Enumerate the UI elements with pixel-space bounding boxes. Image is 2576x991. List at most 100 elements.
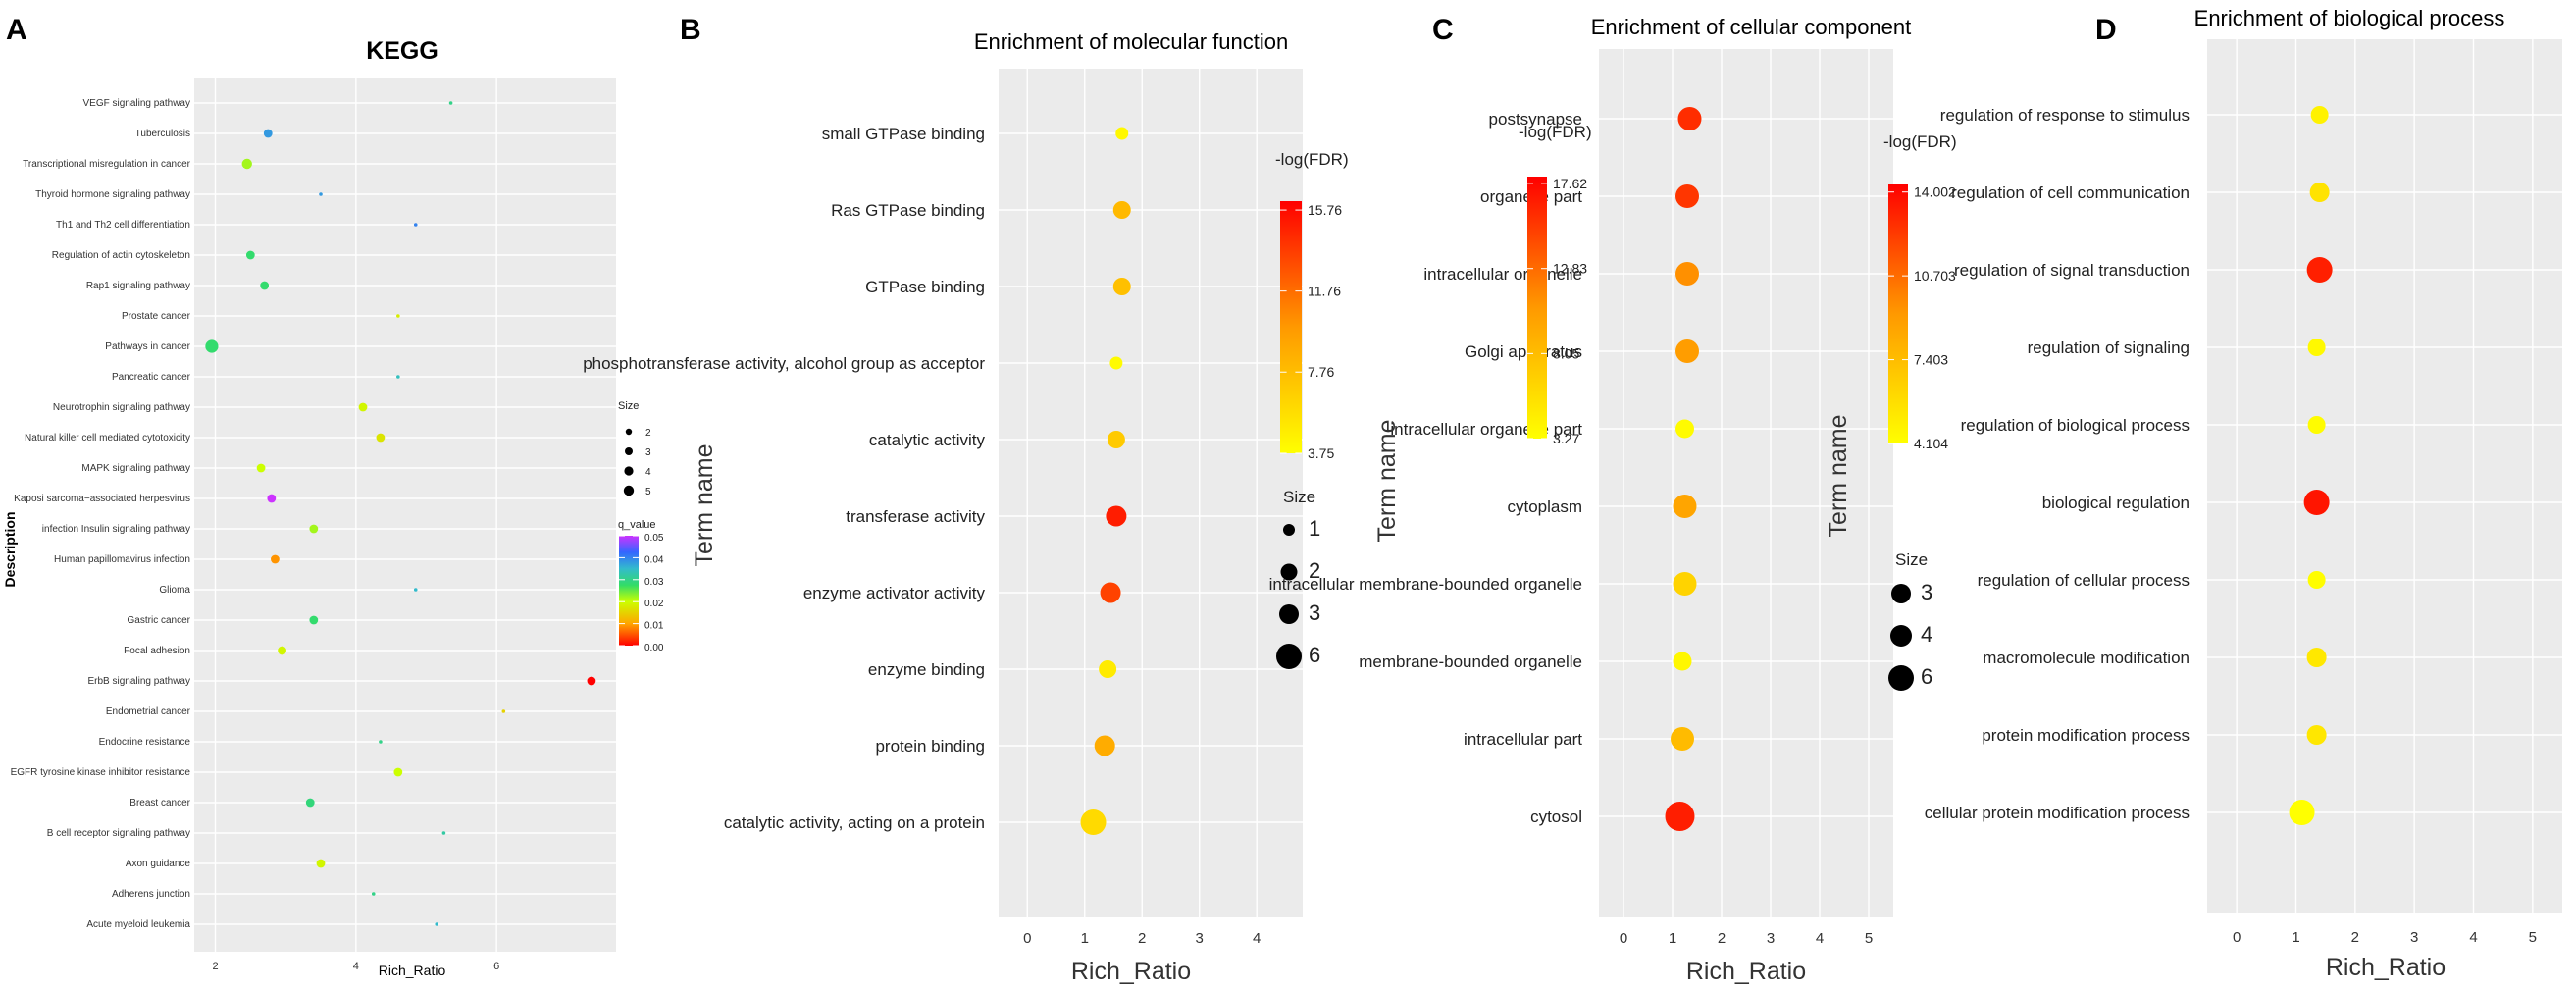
- category-label: GTPase binding: [865, 278, 985, 296]
- legend-size-dot: [1888, 665, 1914, 691]
- data-point: [1677, 107, 1702, 130]
- category-label: Regulation of actin cytoskeleton: [52, 250, 190, 261]
- x-tick-label: 2: [212, 961, 218, 972]
- data-point: [2289, 800, 2315, 825]
- x-tick-label: 4: [353, 961, 359, 972]
- category-label: macromolecule modification: [1983, 649, 2190, 667]
- data-point: [263, 129, 273, 138]
- panel-a: A KEGG VEGF signaling pathway Tuberculosi…: [0, 0, 677, 991]
- category-label: Kaposi sarcoma−associated herpesvirus: [14, 494, 190, 504]
- x-tick-labels: 0 1 2 3 4 5: [1620, 930, 1873, 947]
- legend-size-label: 3: [1309, 600, 1320, 625]
- data-point: [309, 615, 319, 625]
- category-label: catalytic activity: [869, 431, 986, 449]
- x-tick-label: 2: [1138, 930, 1146, 947]
- panel-d: D Enrichment of biological process regul…: [1519, 0, 2576, 991]
- legend: -log(FDR) 14.002 10.703 7.403 4.104 Size 3 4 6: [1883, 132, 1957, 691]
- colorbar-tick-label: 12.83: [1553, 261, 1587, 277]
- data-point: [358, 402, 368, 412]
- x-axis-label: Rich_Ratio: [1071, 958, 1191, 985]
- data-point: [271, 554, 280, 564]
- category-label: enzyme binding: [868, 660, 985, 679]
- category-label: cellular protein modification process: [1925, 804, 2190, 822]
- data-point: [1100, 582, 1121, 603]
- data-point: [1109, 356, 1123, 370]
- legend-color-title: -log(FDR): [1275, 150, 1349, 169]
- y-axis-label: Description: [2, 511, 18, 587]
- category-label: regulation of biological process: [1961, 416, 2190, 435]
- category-label: membrane-bounded organelle: [1359, 652, 1582, 671]
- data-point: [1115, 127, 1129, 140]
- category-label: Tuberculosis: [135, 129, 190, 139]
- legend: -log(FDR) 17.62 12.83 8.05 3.27: [1519, 123, 1592, 446]
- colorbar-tick-label: 7.403: [1914, 352, 1948, 368]
- data-point: [376, 433, 386, 443]
- data-point: [2307, 416, 2326, 434]
- colorbar-tick-label: 0.02: [644, 599, 664, 609]
- category-label: protein binding: [875, 737, 985, 756]
- category-label: infection Insulin signaling pathway: [42, 524, 190, 535]
- x-tick-labels: 0 1 2 3 4 5: [2233, 929, 2537, 946]
- chart-kegg: A KEGG VEGF signaling pathway Tuberculosi…: [2, 14, 664, 978]
- legend-size-dot: [623, 485, 635, 496]
- y-axis-label-visible: Term name: [1373, 419, 1401, 542]
- data-point: [241, 158, 252, 170]
- x-tick-label: 6: [493, 961, 499, 972]
- category-label: protein modification process: [1982, 726, 2190, 745]
- y-axis-label: Term name: [691, 443, 718, 566]
- category-label: Rap1 signaling pathway: [86, 281, 190, 291]
- category-label: transferase activity: [846, 507, 985, 526]
- data-point: [379, 740, 383, 744]
- x-tick-label: 2: [1718, 930, 1726, 947]
- x-axis-label: Rich_Ratio: [2326, 954, 2446, 981]
- category-label: Th1 and Th2 cell differentiation: [56, 220, 190, 231]
- legend-size-dot: [625, 447, 633, 455]
- colorbar-tick-label: 11.76: [1308, 284, 1341, 299]
- colorbar-tick-label: 7.76: [1308, 364, 1334, 380]
- plot-background: [2207, 39, 2562, 913]
- category-label: Golgi apparatus: [1465, 342, 1582, 361]
- chart-biological-process: D Enrichment of biological process regul…: [1519, 6, 2562, 981]
- data-point: [413, 588, 418, 592]
- data-point: [278, 646, 286, 655]
- x-tick-label: 0: [1023, 930, 1031, 947]
- colorbar-tick-label: 10.703: [1914, 268, 1956, 284]
- category-label: Natural killer cell mediated cytotoxicit…: [25, 433, 190, 443]
- category-label: Endocrine resistance: [99, 737, 191, 748]
- colorbar-tick-label: 0.05: [644, 533, 664, 544]
- legend-size-label: 5: [645, 487, 651, 497]
- category-label: Human papillomavirus infection: [54, 554, 190, 565]
- data-points: [205, 101, 596, 926]
- legend-size-title: Size: [1895, 550, 1928, 569]
- x-tick-label: 4: [2469, 929, 2477, 946]
- panel-label-c: C: [1432, 14, 1454, 46]
- legend-size-dot: [1890, 625, 1912, 647]
- plot-background: [194, 78, 616, 952]
- category-label: EGFR tyrosine kinase inhibitor resistanc…: [11, 767, 191, 778]
- colorbar-tick-label: 15.76: [1308, 202, 1342, 218]
- category-label: Adherens junction: [112, 889, 190, 900]
- data-point: [305, 798, 315, 808]
- data-point: [1673, 652, 1692, 671]
- x-tick-label: 0: [1620, 930, 1627, 947]
- data-point: [309, 524, 319, 534]
- data-point: [2307, 571, 2326, 589]
- colorbar-gradient: [1527, 177, 1547, 439]
- chart-title: KEGG: [366, 37, 438, 65]
- category-label: regulation of signal transduction: [1954, 261, 2190, 280]
- chart-title: Enrichment of cellular component: [1591, 15, 1912, 39]
- chart-molecular-function: B Enrichment of molecular function small…: [583, 14, 1348, 985]
- data-point: [448, 101, 453, 105]
- data-points: [1080, 127, 1131, 835]
- colorbar-tick-label: 3.27: [1553, 431, 1579, 446]
- x-tick-label: 2: [2351, 929, 2359, 946]
- colorbar-tick-label: 3.75: [1308, 445, 1334, 461]
- category-label: regulation of response to stimulus: [1940, 106, 2190, 125]
- data-point: [1112, 201, 1131, 219]
- legend: -log(FDR) 15.76 11.76 7.76 3.75 Size 1 2 3 6: [1275, 150, 1349, 669]
- data-point: [393, 767, 403, 777]
- x-tick-label: 3: [1767, 930, 1775, 947]
- category-label: cytoplasm: [1507, 497, 1582, 516]
- data-point: [2309, 183, 2330, 202]
